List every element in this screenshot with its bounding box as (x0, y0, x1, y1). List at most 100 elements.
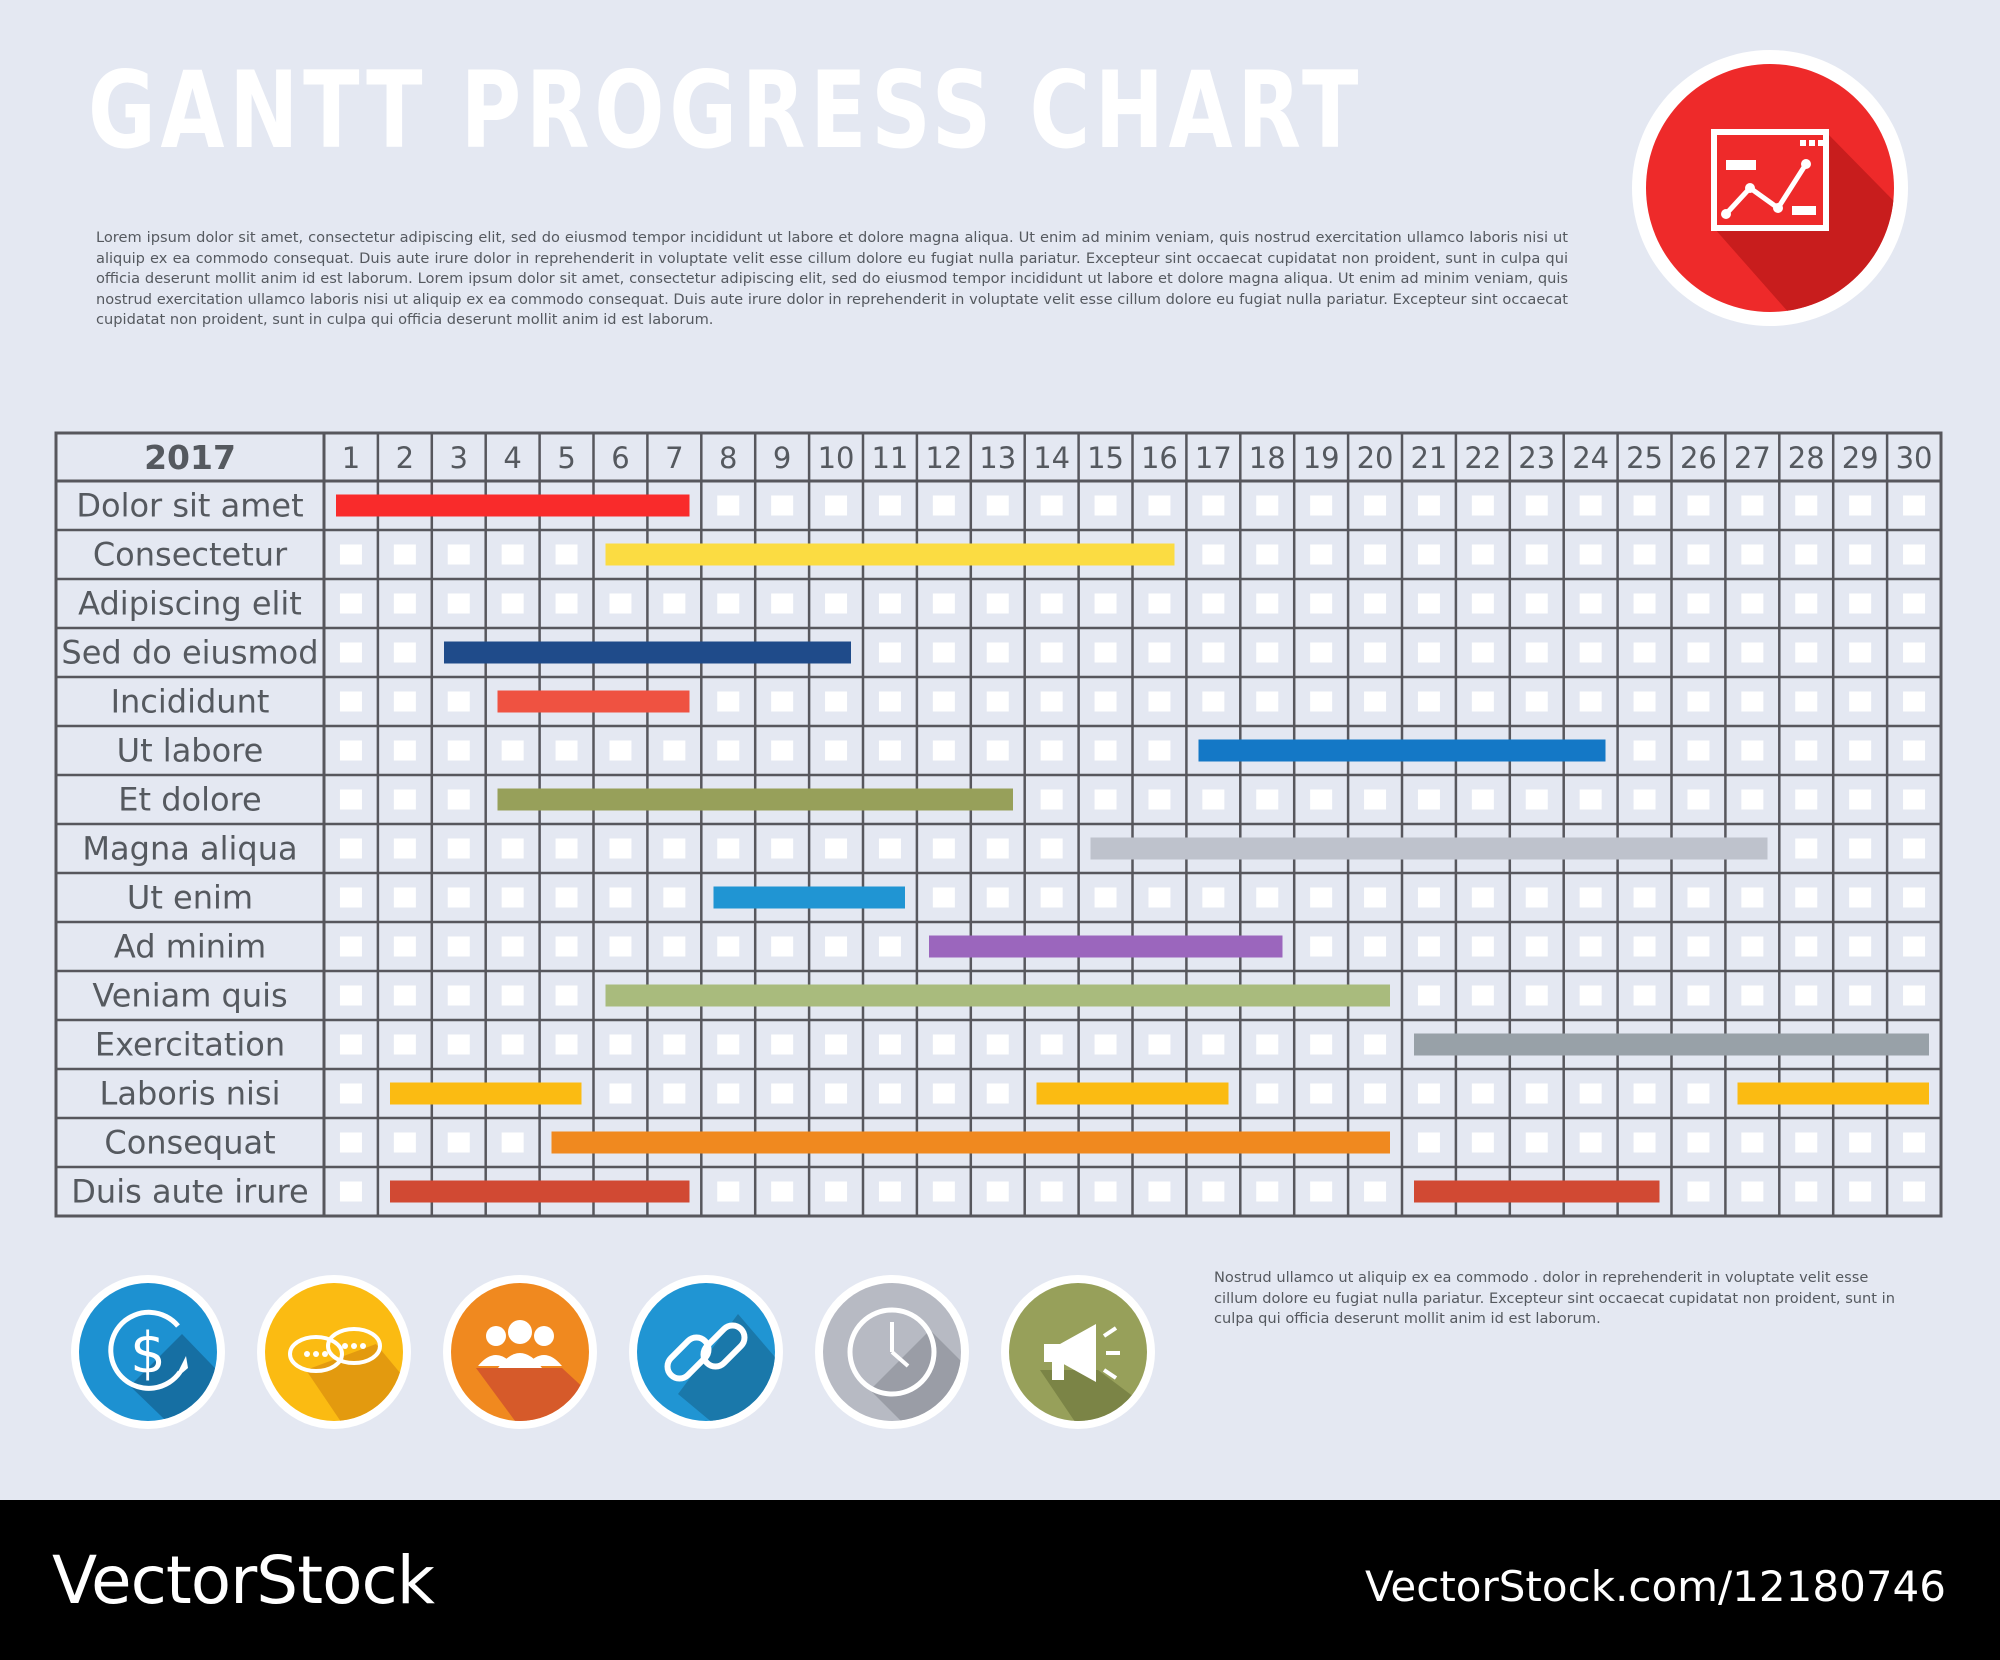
day-cell (1633, 740, 1656, 761)
day-cell (1094, 642, 1117, 663)
day-cell (1040, 593, 1063, 614)
day-cell (501, 544, 524, 565)
task-label: Ut enim (127, 879, 253, 917)
day-cell (1310, 936, 1333, 957)
day-cell (1849, 1181, 1872, 1202)
day-cell (339, 691, 362, 712)
day-cell (447, 838, 470, 859)
day-cell (1579, 1132, 1602, 1153)
day-cell (555, 593, 578, 614)
day-cell (501, 593, 524, 614)
day-cell (1310, 495, 1333, 516)
day-cell (1795, 789, 1818, 810)
day-cell (1417, 789, 1440, 810)
task-label: Exercitation (95, 1026, 285, 1064)
team-people-icon (443, 1275, 597, 1429)
day-cell (1364, 1181, 1387, 1202)
day-tick-label: 23 (1518, 441, 1555, 475)
day-cell (339, 544, 362, 565)
day-cell (1795, 691, 1818, 712)
day-cell (1687, 985, 1710, 1006)
day-cell (1310, 1083, 1333, 1104)
day-cell (1687, 1132, 1710, 1153)
day-cell (878, 1083, 901, 1104)
day-cell (1202, 593, 1225, 614)
day-cell (501, 1132, 524, 1153)
day-tick-label: 26 (1680, 441, 1717, 475)
day-cell (1202, 1181, 1225, 1202)
brand-logo: VectorStock (52, 1542, 435, 1619)
day-tick-label: 27 (1734, 441, 1771, 475)
day-cell (771, 936, 794, 957)
day-cell (393, 838, 416, 859)
day-cell (1094, 495, 1117, 516)
day-cell (1471, 495, 1494, 516)
day-tick-label: 7 (665, 441, 683, 475)
day-tick-label: 21 (1410, 441, 1447, 475)
day-cell (339, 1132, 362, 1153)
day-tick-label: 16 (1141, 441, 1178, 475)
day-cell (717, 593, 740, 614)
day-cell (339, 593, 362, 614)
day-cell (1741, 544, 1764, 565)
day-cell (1094, 1034, 1117, 1055)
day-cell (1795, 544, 1818, 565)
day-cell (1903, 740, 1926, 761)
day-cell (1903, 887, 1926, 908)
chain-link-icon (629, 1275, 783, 1429)
task-bar (1198, 739, 1606, 762)
day-cell (1903, 1132, 1926, 1153)
day-cell (501, 936, 524, 957)
day-cell (986, 1034, 1009, 1055)
day-cell (986, 1083, 1009, 1104)
task-label: Consequat (104, 1124, 275, 1162)
day-cell (1417, 1083, 1440, 1104)
day-cell (1148, 691, 1171, 712)
day-cell (1795, 593, 1818, 614)
day-cell (1040, 1034, 1063, 1055)
dollar-growth-icon: $ (71, 1275, 225, 1429)
day-cell (1525, 691, 1548, 712)
day-cell (609, 887, 632, 908)
day-cell (1741, 1132, 1764, 1153)
day-cell (1795, 1181, 1818, 1202)
gantt-chart: 2017 1 2 3 4 5 6 7 8 9 10 11 12 13 14 15 16 17 18 19 20 21 22 2… (54, 431, 1943, 1218)
day-cell (986, 495, 1009, 516)
task-bar (713, 886, 905, 909)
day-cell (1903, 495, 1926, 516)
day-cell (878, 1181, 901, 1202)
day-cell (555, 838, 578, 859)
day-cell (1256, 1083, 1279, 1104)
day-cell (986, 887, 1009, 908)
day-cell (1364, 936, 1387, 957)
day-cell (555, 544, 578, 565)
day-cell (1094, 1181, 1117, 1202)
day-cell (555, 740, 578, 761)
day-cell (393, 593, 416, 614)
speech-bubbles-icon (257, 1275, 411, 1429)
day-cell (717, 838, 740, 859)
day-cell (1525, 495, 1548, 516)
day-cell (1903, 789, 1926, 810)
day-tick-label: 11 (871, 441, 908, 475)
day-cell (339, 642, 362, 663)
day-cell (393, 789, 416, 810)
day-cell (447, 936, 470, 957)
day-cell (1148, 495, 1171, 516)
day-cell (663, 740, 686, 761)
day-cell (1633, 544, 1656, 565)
day-cell (825, 740, 848, 761)
day-cell (1633, 985, 1656, 1006)
task-bar (1090, 837, 1768, 860)
day-cell (1417, 691, 1440, 712)
day-tick-label: 4 (503, 441, 521, 475)
day-cell (1471, 936, 1494, 957)
day-cell (986, 740, 1009, 761)
day-cell (1471, 544, 1494, 565)
day-cell (1795, 495, 1818, 516)
day-cell (1525, 985, 1548, 1006)
day-cell (1741, 642, 1764, 663)
day-cell (339, 789, 362, 810)
day-cell (1525, 1132, 1548, 1153)
day-cell (1202, 887, 1225, 908)
